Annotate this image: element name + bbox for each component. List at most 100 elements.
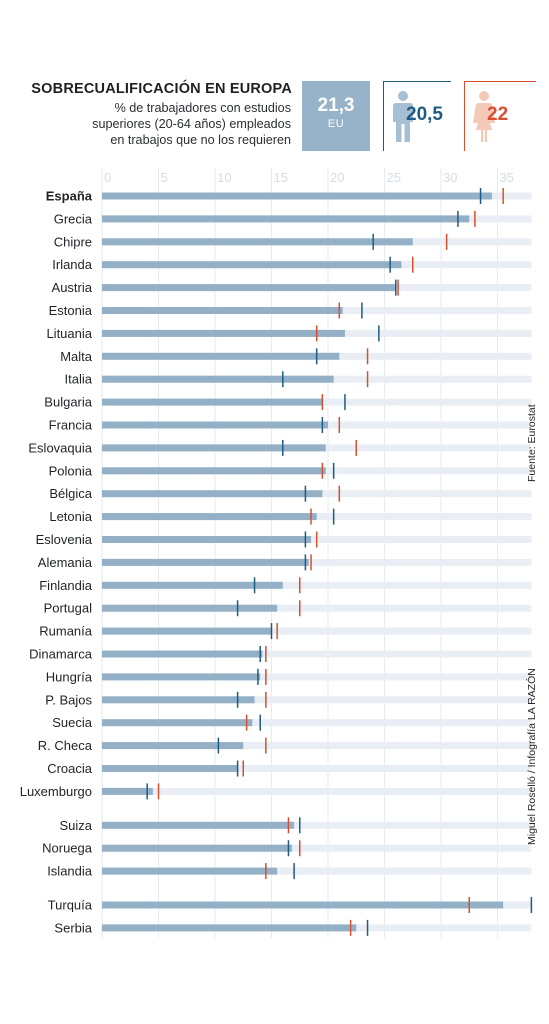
category-label: Luxemburgo <box>20 784 92 799</box>
eu-average-value: 21,3 <box>317 95 355 116</box>
category-label: Malta <box>60 349 93 364</box>
bar-total <box>102 901 504 909</box>
credit-note: Miguel Roselló / Infografía LA RAZÓN <box>526 668 538 845</box>
bar-total <box>102 352 340 360</box>
bar-total <box>102 421 328 429</box>
subtitle-line-3: en trabajos que no los requieren <box>110 133 291 147</box>
category-label: Suecia <box>52 715 93 730</box>
category-label: Chipre <box>54 234 92 249</box>
bar-total <box>102 581 283 589</box>
bar-total <box>102 821 295 829</box>
x-tick-label: 5 <box>161 170 168 185</box>
category-label: Dinamarca <box>29 647 93 662</box>
category-label: Eslovenia <box>36 532 93 547</box>
category-label: Irlanda <box>52 257 93 272</box>
bar-total <box>102 375 334 383</box>
chart-subtitle: % de trabajadores con estudios superiore… <box>40 100 291 148</box>
bar-total <box>102 924 357 932</box>
category-label: Portugal <box>44 601 93 616</box>
category-label: Finlandia <box>39 578 93 593</box>
category-label: Austria <box>52 280 93 295</box>
x-tick-label: 10 <box>217 170 231 185</box>
category-label: Alemania <box>38 555 93 570</box>
bar-total <box>102 673 261 681</box>
category-label: Turquía <box>48 898 93 913</box>
x-tick-label: 20 <box>330 170 344 185</box>
bar-total <box>102 696 255 704</box>
bar-chart: 0 5 10 15 20 25 30 35 España Grecia Chipre Irlanda A… <box>20 168 533 938</box>
category-label: Letonia <box>49 509 92 524</box>
bar-total <box>102 215 470 223</box>
bar-total <box>102 604 278 612</box>
category-label: Italia <box>65 372 93 387</box>
bar-track <box>102 558 532 566</box>
category-label: Noruega <box>42 841 93 856</box>
bar-total <box>102 719 253 727</box>
bar-total <box>102 261 402 269</box>
bar-track <box>102 765 532 772</box>
men-average-value: 20,5 <box>406 104 443 125</box>
x-tick-label: 15 <box>274 170 288 185</box>
eu-average-label: EU <box>327 118 345 130</box>
x-tick-label: 0 <box>104 170 111 185</box>
bar-total <box>102 467 326 475</box>
category-label: Croacia <box>47 761 93 776</box>
category-label: Rumanía <box>39 624 93 639</box>
category-label: R. Checa <box>38 738 93 753</box>
bar-total <box>102 284 396 292</box>
category-label: Grecia <box>54 211 93 226</box>
bar-total <box>102 444 326 452</box>
bar-total <box>102 307 343 314</box>
x-tick-label: 30 <box>443 170 457 185</box>
bar-track <box>102 650 532 658</box>
women-average-box: 22 <box>464 81 536 151</box>
man-icon <box>393 91 413 142</box>
bar-total <box>102 513 317 521</box>
category-label: Lituania <box>46 326 92 341</box>
category-label: Polonia <box>49 463 93 478</box>
bar-total <box>102 650 263 658</box>
source-note: Fuente: Eurostat <box>526 404 538 482</box>
category-label: Francia <box>49 418 93 433</box>
bar-total <box>102 558 309 566</box>
category-label: P. Bajos <box>45 692 92 707</box>
category-label: Hungría <box>46 669 93 684</box>
bar-total <box>102 765 238 772</box>
subtitle-line-2: superiores (20-64 años) empleados <box>92 117 291 131</box>
bar-track <box>102 844 532 852</box>
category-label: España <box>46 189 93 204</box>
bar-track <box>102 742 532 750</box>
bar-total <box>102 844 292 852</box>
bar-total <box>102 398 323 406</box>
bar-track <box>102 696 532 704</box>
bar-track <box>102 581 532 589</box>
x-tick-label: 35 <box>500 170 514 185</box>
category-label: Bélgica <box>49 486 92 501</box>
bar-track <box>102 604 532 612</box>
subtitle-line-1: % de trabajadores con estudios <box>114 101 291 115</box>
men-average-box: 20,5 <box>383 81 451 151</box>
category-label: Serbia <box>54 920 92 935</box>
bar-total <box>102 329 345 337</box>
bar-total <box>102 192 492 200</box>
category-label: Bulgaria <box>44 395 92 410</box>
bar-total <box>102 787 153 795</box>
category-label: Suiza <box>59 818 92 833</box>
bar-track <box>102 719 532 727</box>
bar-total <box>102 627 272 635</box>
category-label: Estonia <box>49 303 93 318</box>
bar-track <box>102 867 532 875</box>
bar-total <box>102 238 413 246</box>
bar-track <box>102 821 532 829</box>
bar-total <box>102 742 244 750</box>
category-label: Eslovaquia <box>28 440 92 455</box>
bar-total <box>102 867 278 875</box>
women-average-value: 22 <box>487 104 509 125</box>
category-label: Islandia <box>47 864 93 879</box>
chart-title: SOBRECUALIFICACIÓN EN EUROPA <box>31 81 292 97</box>
x-tick-label: 25 <box>387 170 401 185</box>
bar-total <box>102 490 323 498</box>
woman-icon <box>473 91 495 142</box>
bar-track <box>102 673 532 681</box>
eu-average-box: 21,3 EU <box>302 81 370 151</box>
